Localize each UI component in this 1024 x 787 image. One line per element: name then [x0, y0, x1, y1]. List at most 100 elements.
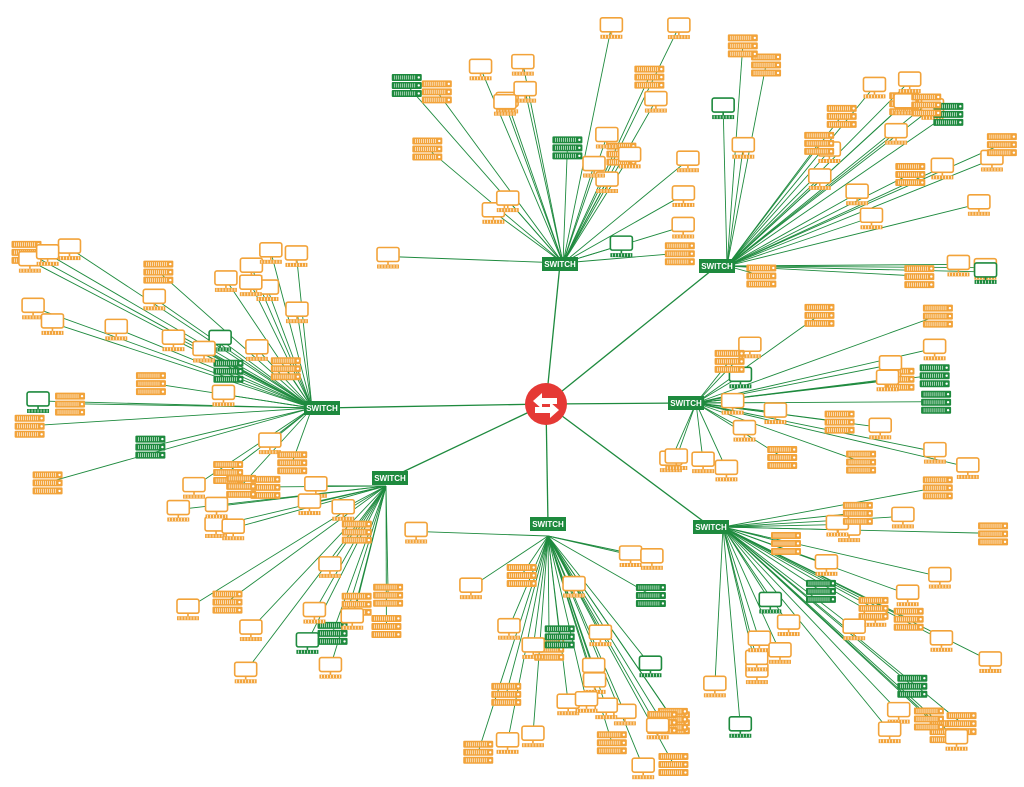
- device-link: [714, 526, 724, 686]
- server-icon: [143, 260, 174, 284]
- device-link: [547, 535, 561, 637]
- device-link: [722, 526, 874, 609]
- monitor-icon: [26, 391, 50, 413]
- device-link: [69, 247, 313, 409]
- device-link: [270, 251, 313, 409]
- device-link: [470, 535, 549, 588]
- switch-box: [304, 401, 340, 415]
- device-link: [695, 314, 820, 404]
- device-link: [695, 315, 939, 404]
- device-layer: [11, 16, 1017, 780]
- switch-node: SWITCH: [668, 396, 704, 410]
- server-icon: [893, 607, 924, 631]
- switch-box: [530, 517, 566, 531]
- switch-label: SWITCH: [544, 260, 576, 269]
- monitor-icon: [711, 97, 735, 120]
- monitor-icon: [978, 651, 1003, 673]
- monitor-icon: [239, 619, 263, 642]
- monitor-icon: [233, 661, 258, 684]
- server-icon: [767, 446, 798, 470]
- server-icon: [373, 583, 404, 607]
- trunk-link: [389, 403, 547, 479]
- monitor-icon: [493, 93, 517, 116]
- device-link: [562, 76, 650, 264]
- monitor-icon: [481, 201, 506, 224]
- monitor-icon: [340, 607, 365, 630]
- switch-node: SWITCH: [693, 520, 729, 534]
- device-link: [154, 297, 313, 409]
- monitor-icon: [609, 235, 634, 258]
- server-icon: [250, 475, 281, 499]
- monitor-icon: [720, 392, 745, 415]
- server-icon: [277, 451, 308, 475]
- device-link: [52, 322, 313, 409]
- monitor-icon: [258, 432, 282, 455]
- monitor-icon: [631, 757, 655, 780]
- device-link: [722, 526, 855, 629]
- device-link: [695, 402, 727, 470]
- device-link: [722, 526, 781, 653]
- server-icon: [212, 590, 243, 614]
- switch-label: SWITCH: [306, 404, 338, 413]
- trunk-link: [545, 263, 561, 405]
- server-icon: [135, 372, 166, 396]
- server-icon: [664, 242, 695, 266]
- monitor-icon: [868, 417, 893, 440]
- server-icon: [317, 621, 348, 645]
- switch-label: SWITCH: [532, 520, 564, 529]
- server-icon: [826, 104, 857, 128]
- monitor-icon: [468, 58, 493, 81]
- server-icon: [544, 625, 575, 649]
- device-link: [726, 173, 911, 267]
- monitor-icon: [930, 157, 955, 180]
- monitor-icon: [511, 53, 535, 76]
- server-icon: [658, 753, 689, 777]
- monitor-icon: [302, 601, 327, 624]
- device-link: [522, 63, 564, 264]
- server-icon: [804, 131, 835, 155]
- monitor-icon: [644, 90, 668, 113]
- server-icon: [635, 583, 666, 607]
- server-icon: [371, 614, 402, 638]
- monitor-icon: [640, 548, 664, 570]
- monitor-icon: [404, 521, 428, 544]
- device-link: [32, 306, 313, 409]
- monitor-icon: [221, 518, 246, 541]
- trunk-link: [545, 403, 712, 528]
- monitor-icon: [331, 498, 356, 521]
- monitor-icon: [459, 577, 483, 600]
- monitor-icon: [582, 672, 607, 694]
- monitor-icon: [845, 183, 869, 206]
- device-link: [726, 102, 906, 267]
- monitor-icon: [732, 419, 757, 442]
- monitor-icon: [768, 642, 792, 664]
- server-icon: [32, 471, 63, 495]
- monitor-icon: [182, 476, 206, 499]
- monitor-icon: [259, 242, 283, 264]
- device-link: [505, 535, 549, 695]
- server-icon: [824, 410, 855, 434]
- device-link: [532, 535, 549, 647]
- device-link: [722, 526, 760, 641]
- monitor-icon: [923, 441, 947, 464]
- device-link: [722, 486, 938, 528]
- server-icon: [463, 740, 494, 764]
- server-icon: [270, 357, 301, 381]
- server-icon: [213, 359, 244, 383]
- switch-box: [668, 396, 704, 410]
- device-link: [150, 407, 313, 448]
- monitor-icon: [691, 451, 715, 474]
- monitor-icon: [562, 575, 586, 598]
- monitor-icon: [744, 649, 769, 672]
- device-link: [726, 132, 897, 267]
- monitor-icon: [676, 150, 700, 173]
- monitor-icon: [208, 329, 232, 352]
- trunk-link: [321, 403, 547, 409]
- device-link: [547, 535, 651, 666]
- monitor-icon: [599, 16, 624, 39]
- server-icon: [746, 264, 777, 288]
- device-link: [726, 192, 858, 267]
- monitor-icon: [142, 288, 167, 311]
- device-link: [722, 526, 876, 616]
- device-link: [309, 485, 387, 504]
